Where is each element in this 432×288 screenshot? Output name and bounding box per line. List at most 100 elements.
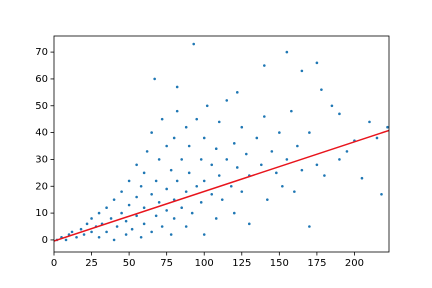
scatter-point: [320, 88, 323, 91]
scatter-point: [85, 222, 89, 226]
scatter-point: [285, 158, 289, 161]
scatter-point: [345, 150, 349, 153]
scatter-point: [244, 152, 248, 156]
scatter-point: [150, 131, 153, 134]
scatter-point: [232, 211, 236, 215]
scatter-point: [220, 198, 224, 201]
scatter-point: [172, 217, 176, 220]
scatter-point: [270, 150, 274, 153]
scatter-point: [195, 117, 199, 121]
scatter-point: [154, 179, 158, 183]
scatter-point: [109, 217, 113, 220]
x-tick-label: 75: [160, 258, 173, 269]
scatter-point: [300, 168, 304, 172]
scatter-point: [308, 131, 311, 134]
y-tick-label: 60: [35, 74, 48, 85]
scatter-point: [260, 163, 263, 167]
y-tick-label: 20: [35, 181, 48, 192]
scatter-point: [157, 158, 161, 161]
scatter-point: [275, 171, 278, 175]
scatter-point: [293, 190, 296, 193]
scatter-point: [169, 233, 173, 236]
scatter-point: [150, 230, 153, 234]
scatter-point: [375, 136, 379, 140]
scatter-point: [266, 198, 269, 201]
scatter-point: [124, 233, 128, 236]
scatter-point: [187, 144, 191, 148]
scatter-point: [97, 211, 101, 215]
scatter-point: [281, 184, 284, 188]
scatter-point: [296, 144, 299, 148]
y-tick-label: 10: [35, 208, 48, 219]
x-tick-label: 125: [232, 258, 251, 269]
scatter-point: [139, 235, 143, 239]
scatter-point: [199, 201, 203, 204]
scatter-point: [97, 235, 101, 239]
fit-line: [54, 129, 389, 242]
scatter-point: [368, 120, 371, 124]
scatter-point: [308, 225, 311, 228]
scatter-point: [64, 238, 68, 242]
scatter-point: [338, 158, 341, 161]
scatter-point: [247, 222, 251, 226]
scatter-point: [165, 209, 168, 212]
scatter-point: [175, 85, 179, 89]
scatter-point: [300, 69, 304, 73]
scatter-point: [70, 230, 74, 234]
scatter-point: [184, 225, 188, 228]
scatter-point: [235, 91, 239, 94]
scatter-point: [214, 217, 218, 220]
scatter-point: [190, 211, 194, 215]
scatter-point: [153, 77, 156, 81]
scatter-point: [154, 214, 158, 218]
scatter-point: [75, 235, 78, 239]
scatter-point: [130, 227, 134, 231]
scatter-point: [169, 168, 173, 172]
scatter-point: [205, 104, 209, 108]
scatter-point: [210, 193, 214, 196]
y-tick-label: 30: [35, 154, 48, 165]
scatter-point: [157, 201, 161, 204]
scatter-point: [160, 225, 164, 228]
scatter-point: [135, 214, 138, 218]
x-tick-label: 150: [270, 258, 289, 269]
scatter-point: [187, 171, 191, 175]
x-tick-label: 25: [85, 258, 98, 269]
scatter-point: [323, 174, 326, 177]
scatter-point: [240, 125, 244, 129]
scatter-point: [338, 112, 341, 116]
scatter-point: [330, 104, 334, 108]
scatter-point: [235, 166, 239, 169]
scatter-point: [278, 131, 281, 134]
scatter-point: [135, 163, 138, 167]
scatter-point: [105, 206, 108, 210]
scatter-point: [112, 198, 116, 201]
scatter-point: [195, 184, 199, 188]
y-tick-label: 0: [42, 235, 48, 246]
scatter-point: [255, 136, 259, 140]
y-tick-label: 40: [35, 128, 48, 139]
scatter-point: [210, 163, 214, 167]
x-tick-label: 50: [123, 258, 136, 269]
scatter-point: [360, 176, 364, 180]
scatter-point: [165, 187, 168, 191]
scatter-point: [315, 61, 319, 65]
scatter-point: [127, 179, 131, 183]
x-tick-label: 200: [345, 258, 364, 269]
scatter-point: [214, 147, 218, 150]
scatter-point: [175, 109, 179, 113]
scatter-point: [115, 225, 119, 228]
scatter-point: [217, 120, 221, 124]
scatter-point: [175, 179, 179, 183]
scatter-point: [120, 211, 123, 215]
scatter-point: [240, 190, 244, 193]
scatter-point: [184, 190, 188, 193]
axes-frame: [53, 35, 390, 253]
x-tick-label: 175: [307, 258, 326, 269]
scatter-point: [105, 230, 108, 234]
scatter-point: [229, 184, 233, 188]
scatter-point: [124, 219, 128, 223]
scatter-point: [79, 227, 83, 231]
